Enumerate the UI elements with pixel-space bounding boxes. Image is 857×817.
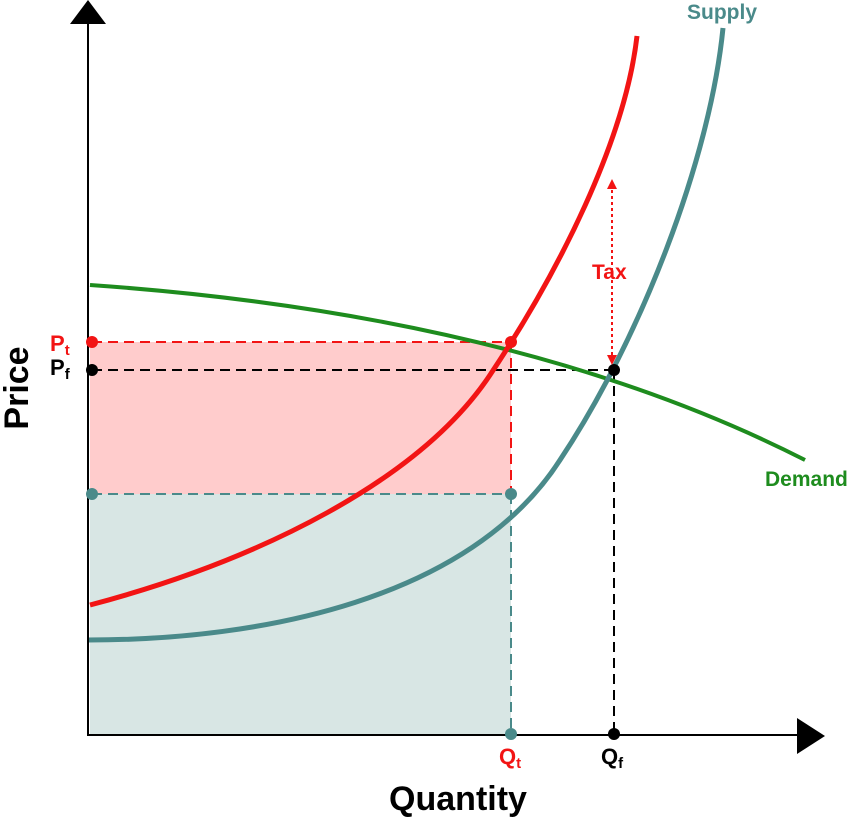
qf-label: Qf <box>601 744 624 772</box>
price-axis-label: Price <box>0 346 36 429</box>
demand-label: Demand <box>765 468 848 491</box>
qt-label: Qt <box>499 744 521 772</box>
supply-label: Supply <box>687 1 757 24</box>
pf-label: Pf <box>50 355 71 383</box>
qt-label-main: Q <box>499 744 516 769</box>
producer-price-axis-point <box>86 488 98 500</box>
pt-label-sub: t <box>65 342 70 359</box>
pt-label-main: P <box>50 331 65 356</box>
qf-label-sub: f <box>618 755 624 772</box>
pt-label: Pt <box>50 331 70 359</box>
taxed-equilibrium-point <box>505 336 517 348</box>
supply-curve <box>87 27 726 643</box>
qt-label-sub: t <box>516 755 521 772</box>
consumer-tax-burden-area <box>90 342 511 494</box>
tax-label: Tax <box>592 261 627 284</box>
quantity-axis-arrowhead <box>797 718 825 754</box>
price-axis-arrowhead <box>70 0 106 24</box>
quantity-axis-label: Quantity <box>389 780 527 817</box>
pf-label-sub: f <box>65 366 71 383</box>
pt-axis-point <box>86 336 98 348</box>
qt-axis-point <box>505 728 517 740</box>
taxed-supply-curve <box>89 35 640 608</box>
qf-axis-point <box>608 728 620 740</box>
producer-tax-burden-area <box>90 494 511 734</box>
qf-label-main: Q <box>601 744 618 769</box>
pf-label-main: P <box>50 355 65 380</box>
demand-curve <box>89 283 806 462</box>
free-market-equilibrium-point <box>608 364 620 376</box>
pf-axis-point <box>86 364 98 376</box>
producer-price-point <box>505 488 517 500</box>
